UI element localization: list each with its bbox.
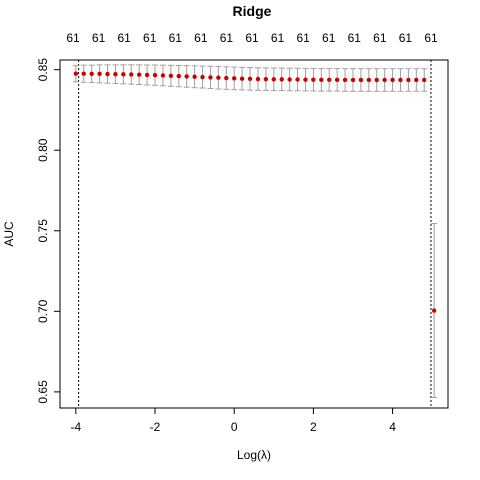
data-point: [136, 72, 142, 77]
data-point: [398, 77, 403, 83]
top-axis-label: 61: [399, 31, 413, 45]
y-tick-label: 0.65: [36, 380, 50, 404]
data-point: [319, 77, 324, 83]
data-point: [327, 77, 332, 83]
top-axis-labels: 61 61 61 61 61 61 61 61 61 61 61 61 61 61 61: [66, 31, 438, 45]
top-axis-label: 61: [143, 31, 157, 45]
top-axis-label: 61: [424, 31, 438, 45]
chart-title: Ridge: [233, 3, 272, 19]
top-axis-label: 61: [296, 31, 310, 45]
top-axis-label: 61: [271, 31, 285, 45]
data-point: [176, 73, 181, 79]
data-point: [200, 74, 205, 80]
data-point: [263, 76, 269, 82]
data-point: [311, 77, 316, 82]
data-point: [184, 74, 189, 79]
top-axis-label: 61: [92, 31, 106, 45]
data-point: [390, 77, 395, 83]
x-axis: -4 -2 0 2 4: [71, 407, 396, 434]
data-point: [247, 76, 253, 82]
data-point: [374, 77, 379, 83]
data-point: [414, 77, 419, 83]
top-axis-label: 61: [194, 31, 208, 45]
reference-lines: [78, 60, 432, 408]
data-point: [279, 77, 284, 82]
x-tick-label: 2: [310, 420, 317, 434]
top-axis-label: 61: [220, 31, 234, 45]
data-point: [271, 77, 276, 82]
data-point: [81, 71, 86, 76]
data-point: [152, 72, 158, 78]
y-tick-label: 0.85: [36, 58, 50, 82]
data-point: [366, 77, 372, 83]
data-point: [216, 75, 221, 80]
y-axis-label: AUC: [2, 221, 16, 247]
data-point: [358, 77, 364, 83]
data-point: [160, 73, 166, 78]
data-point: [287, 77, 292, 82]
data-point: [97, 71, 102, 77]
x-tick-label: -2: [150, 420, 161, 434]
data-point: [89, 71, 94, 77]
data-point: [192, 74, 197, 79]
x-tick-label: 4: [389, 420, 396, 434]
data-point: [382, 77, 387, 83]
data-point: [431, 308, 437, 313]
data-point: [73, 71, 79, 76]
data-point: [208, 75, 213, 80]
data-point: [224, 75, 229, 81]
top-axis-label: 61: [117, 31, 131, 45]
data-point: [255, 76, 261, 82]
top-axis-label: 61: [373, 31, 387, 45]
data-point: [342, 77, 348, 83]
data-point: [129, 72, 134, 77]
data-point: [422, 77, 427, 83]
x-tick-label: -4: [71, 420, 82, 434]
data-point: [350, 77, 356, 83]
top-axis-label: 61: [348, 31, 362, 45]
data-point: [295, 77, 300, 82]
data-point: [168, 73, 174, 78]
top-axis-label: 61: [322, 31, 336, 45]
y-axis: 0.65 0.70 0.75 0.80 0.85: [36, 58, 61, 404]
top-axis-label: 61: [169, 31, 183, 45]
x-axis-label: Log(λ): [237, 448, 271, 462]
y-tick-label: 0.70: [36, 299, 50, 323]
top-axis-label: 61: [66, 31, 80, 45]
x-tick-label: 0: [231, 420, 238, 434]
data-point: [232, 76, 237, 81]
data-point: [303, 77, 308, 82]
data-point: [121, 72, 126, 77]
data-point: [406, 77, 411, 83]
y-tick-label: 0.80: [36, 138, 50, 162]
data-point: [334, 77, 340, 83]
data-point: [144, 72, 150, 78]
data-point: [239, 76, 245, 81]
data-point: [105, 71, 110, 77]
data-point: [113, 71, 118, 77]
y-tick-label: 0.75: [36, 219, 50, 243]
data-points: [73, 71, 437, 313]
top-axis-label: 61: [245, 31, 259, 45]
